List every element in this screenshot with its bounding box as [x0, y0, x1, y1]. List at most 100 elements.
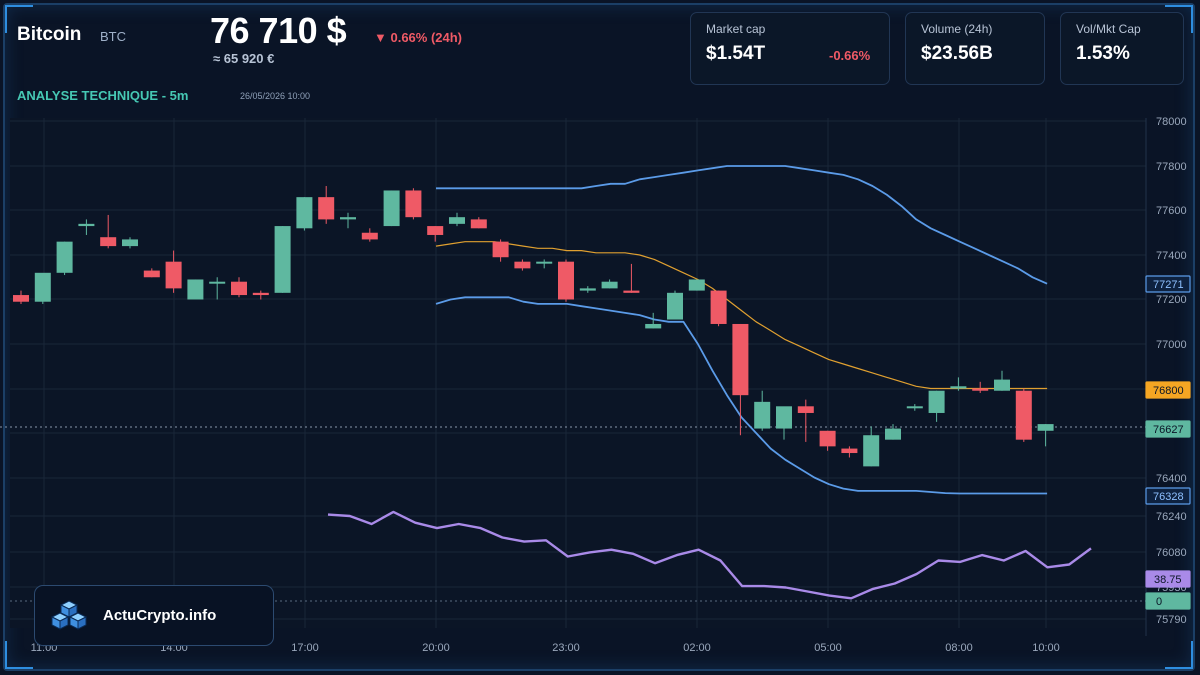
- price-tag-label: 76627: [1153, 424, 1184, 436]
- price-change-24h: ▼ 0.66% (24h): [374, 30, 463, 45]
- candle-body: [667, 292, 683, 320]
- moving-average-line: [435, 241, 1048, 390]
- candle-body: [122, 239, 138, 247]
- market-cap-change: -0.66%: [829, 48, 871, 63]
- candle-body: [1015, 390, 1032, 440]
- plot-area: [10, 118, 1146, 628]
- y-tick-label: 76240: [1156, 511, 1187, 523]
- candle-body: [688, 279, 705, 291]
- candle-body: [56, 241, 73, 273]
- price-tag-label: 76328: [1153, 491, 1184, 503]
- coin-symbol: BTC: [100, 29, 126, 44]
- candle-body: [754, 401, 771, 429]
- candle-body: [558, 261, 574, 300]
- price-tag-label: 38.75: [1154, 574, 1182, 586]
- price-tag: [1145, 381, 1191, 399]
- candle-body: [819, 430, 836, 447]
- price-tag: [1145, 275, 1191, 293]
- candle-body: [710, 290, 727, 324]
- candle-body: [492, 241, 509, 258]
- current-price: 76 710 $: [210, 10, 347, 51]
- candle-body: [1037, 424, 1054, 431]
- candle-body: [100, 237, 117, 247]
- brand-name: ActuCrypto.info: [103, 607, 217, 624]
- brand-badge[interactable]: ActuCrypto.info: [34, 585, 274, 646]
- candle-body: [78, 223, 95, 227]
- x-tick-label: 10:00: [1032, 642, 1060, 654]
- price-tag-label: 0: [1156, 596, 1162, 608]
- candle-body: [906, 406, 923, 409]
- market-cap-card: Market cap $1.54T -0.66%: [690, 12, 890, 85]
- candle-body: [579, 288, 596, 291]
- candle-body: [885, 428, 901, 440]
- candle-body: [449, 217, 465, 224]
- candle-body: [863, 435, 880, 467]
- bollinger-upper-line: [436, 165, 1048, 285]
- candle-body: [340, 217, 356, 220]
- volume-label: Volume (24h): [921, 22, 993, 36]
- candle-body: [536, 261, 553, 264]
- candle-body: [13, 295, 29, 302]
- candle-body: [34, 272, 51, 302]
- volume-card: Volume (24h) $23.56B: [905, 12, 1045, 85]
- market-cap-value: $1.54T: [706, 43, 766, 64]
- volume-value: $23.56B: [921, 43, 993, 64]
- candle-body: [274, 226, 291, 293]
- candle-body: [427, 226, 444, 235]
- candle-body: [383, 190, 400, 227]
- candle-body: [361, 232, 378, 240]
- timestamp: 26/05/2026 10:00: [240, 91, 311, 101]
- vol-mkt-card: Vol/Mkt Cap 1.53%: [1060, 12, 1184, 85]
- y-tick-label: 76400: [1156, 473, 1187, 485]
- y-tick-label: 77600: [1156, 205, 1187, 217]
- price-tag: [1145, 592, 1191, 610]
- vol-mkt-label: Vol/Mkt Cap: [1076, 22, 1141, 36]
- candle-body: [514, 261, 531, 269]
- candle-body: [732, 323, 749, 396]
- x-tick-label: 23:00: [552, 642, 580, 654]
- rsi-line: [327, 510, 1092, 600]
- bollinger-lower-line: [435, 296, 1048, 495]
- x-tick-label: 17:00: [291, 642, 319, 654]
- vol-mkt-value: 1.53%: [1076, 43, 1130, 64]
- price-tag: [1145, 570, 1191, 588]
- x-tick-label: 05:00: [814, 642, 842, 654]
- candle-body: [994, 379, 1010, 391]
- coin-name: Bitcoin: [17, 24, 82, 45]
- y-tick-label: 77200: [1156, 294, 1187, 306]
- y-tick-label: 77800: [1156, 161, 1187, 173]
- candle-body: [252, 292, 269, 296]
- y-tick-label: 75790: [1156, 614, 1187, 626]
- cubes-logo-icon: [51, 600, 87, 630]
- candle-body: [972, 388, 989, 391]
- y-tick-label: 78000: [1156, 116, 1187, 128]
- price-tag-label: 77271: [1153, 279, 1184, 291]
- candle-body: [950, 386, 967, 389]
- candle-body: [645, 323, 662, 329]
- candle-body: [601, 281, 618, 289]
- candle-body: [165, 261, 182, 289]
- price-tag: [1145, 487, 1191, 505]
- y-tick-label: 76080: [1156, 547, 1187, 559]
- candle-body: [797, 406, 814, 413]
- x-tick-label: 08:00: [945, 642, 973, 654]
- market-cap-label: Market cap: [706, 22, 766, 36]
- price-tag-label: 76800: [1153, 385, 1184, 397]
- candle-body: [231, 281, 247, 296]
- candle-body: [187, 279, 204, 300]
- candle-body: [776, 406, 792, 429]
- candle-body: [296, 197, 313, 229]
- section-title: ANALYSE TECHNIQUE - 5m: [17, 88, 189, 103]
- candle-body: [209, 281, 226, 284]
- candle-body: [623, 290, 640, 293]
- x-tick-label: 20:00: [422, 642, 450, 654]
- y-tick-label: 77400: [1156, 250, 1187, 262]
- candle-body: [143, 270, 160, 278]
- candle-body: [928, 390, 945, 413]
- x-tick-label: 02:00: [683, 642, 711, 654]
- candle-body: [318, 197, 335, 220]
- price-tag: [1145, 420, 1191, 438]
- candle-body: [841, 448, 858, 454]
- candle-body: [470, 219, 487, 229]
